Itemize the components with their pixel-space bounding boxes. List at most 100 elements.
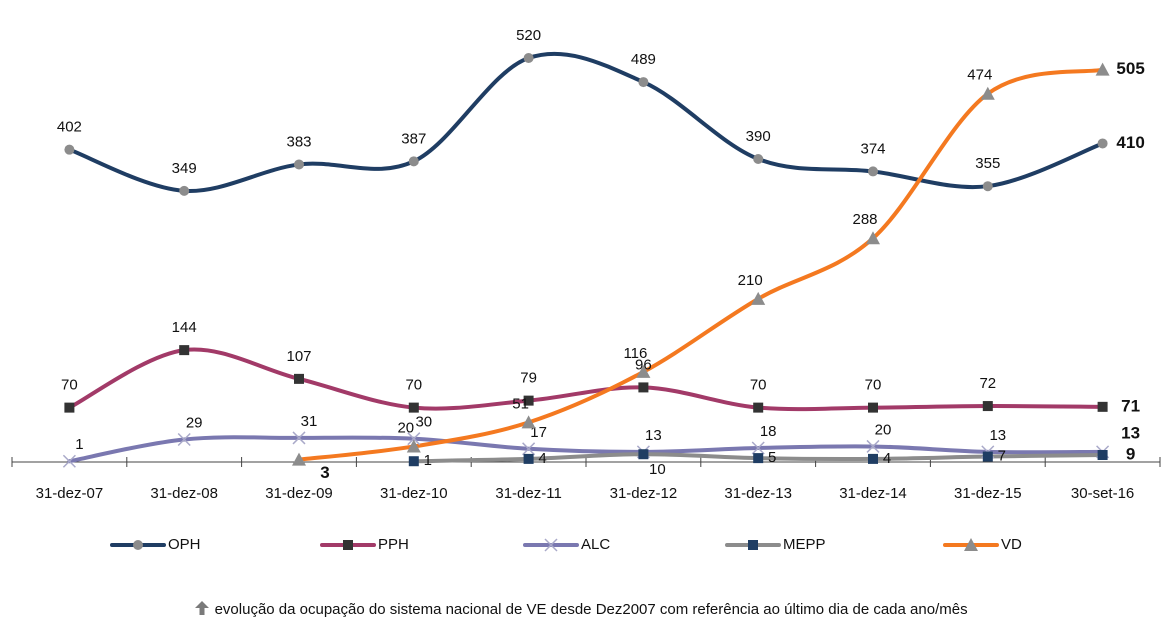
- data-point: [406, 439, 421, 453]
- data-label: 29: [186, 414, 203, 431]
- data-point: [980, 86, 995, 100]
- chart: 31-dez-07 31-dez-08 31-dez-09 31-dez-10 31-d…: [11, 27, 1161, 553]
- x-tick-label: 31-dez-14: [839, 485, 907, 502]
- legend-marker: [544, 538, 558, 552]
- data-label: 4: [538, 450, 546, 467]
- data-label: 5: [768, 449, 776, 466]
- data-point: [868, 166, 878, 177]
- caption-row: evolução da ocupação do sistema nacional…: [0, 600, 1162, 618]
- data-point: [408, 156, 419, 167]
- data-label: 288: [852, 211, 877, 228]
- series-line: [67, 51, 1105, 193]
- data-label: 3: [320, 463, 329, 482]
- data-label: 72: [979, 375, 996, 392]
- data-label: 520: [516, 27, 541, 44]
- data-label: 4: [883, 450, 891, 467]
- data-point: [523, 53, 534, 63]
- data-point: [751, 291, 766, 305]
- data-point: [982, 181, 993, 192]
- data-point: [866, 439, 880, 453]
- arrow-icon: [195, 601, 210, 615]
- data-label: 210: [738, 272, 763, 289]
- legend-label: PPH: [378, 536, 409, 553]
- data-label: 355: [975, 155, 1000, 172]
- data-point: [294, 373, 304, 384]
- data-label: 390: [746, 128, 771, 145]
- data-label: 10: [649, 461, 666, 478]
- data-point: [177, 432, 191, 446]
- data-point: [638, 382, 649, 393]
- data-point: [1097, 401, 1108, 412]
- data-label: 402: [57, 119, 82, 136]
- series-line: [297, 67, 1105, 462]
- data-point: [407, 432, 421, 446]
- data-point: [294, 159, 304, 170]
- data-point: [982, 401, 993, 412]
- data-label: 505: [1116, 59, 1144, 78]
- data-point: [523, 395, 534, 406]
- data-label: 13: [1121, 423, 1140, 442]
- data-point: [868, 453, 878, 464]
- data-label: 70: [750, 377, 767, 394]
- data-point: [1097, 138, 1108, 149]
- data-label: 30: [415, 414, 432, 431]
- data-point: [522, 442, 536, 456]
- legend-label: OPH: [168, 536, 201, 553]
- data-label: 1: [75, 436, 83, 453]
- data-point: [292, 431, 306, 445]
- data-label: 374: [860, 140, 885, 157]
- data-point: [753, 453, 764, 464]
- data-point: [866, 231, 880, 245]
- data-label: 9: [1126, 444, 1135, 463]
- data-label: 1: [424, 452, 432, 469]
- data-label: 51: [512, 395, 529, 412]
- x-tick-label: 31-dez-07: [36, 485, 104, 502]
- data-point: [179, 345, 190, 356]
- data-point: [751, 441, 765, 455]
- data-label: 383: [286, 133, 311, 150]
- data-point: [753, 402, 764, 413]
- data-label: 20: [875, 421, 892, 438]
- legend-marker: [133, 540, 143, 550]
- x-tick-label: 30-set-16: [1071, 485, 1134, 502]
- data-label: 349: [172, 160, 197, 177]
- data-label: 107: [286, 348, 311, 365]
- x-tick-label: 31-dez-15: [954, 485, 1022, 502]
- data-point: [753, 154, 764, 164]
- data-label: 13: [989, 427, 1006, 444]
- data-label: 70: [865, 377, 882, 394]
- data-label: 70: [61, 377, 78, 394]
- x-tick-label: 31-dez-12: [610, 485, 678, 502]
- data-point: [521, 415, 536, 429]
- series-line: [67, 435, 1105, 464]
- legend-marker: [343, 540, 353, 550]
- data-point: [638, 77, 649, 88]
- x-tick-label: 31-dez-10: [380, 485, 448, 502]
- data-point: [408, 456, 419, 467]
- data-label: 7: [998, 448, 1006, 465]
- caption: evolução da ocupação do sistema nacional…: [214, 601, 968, 618]
- data-label: 13: [645, 427, 662, 444]
- data-point: [638, 449, 649, 460]
- data-point: [408, 402, 419, 413]
- series-line: [67, 347, 1105, 412]
- x-tick-label: 31-dez-08: [150, 485, 218, 502]
- data-label: 71: [1121, 396, 1140, 415]
- data-label: 474: [967, 67, 992, 84]
- data-point: [64, 402, 75, 413]
- data-label: 144: [172, 319, 197, 336]
- data-label: 116: [623, 345, 647, 362]
- data-point: [636, 364, 651, 378]
- data-label: 79: [520, 370, 537, 387]
- legend-label: ALC: [581, 536, 610, 553]
- data-label: 489: [631, 51, 656, 68]
- x-tick-label: 31-dez-09: [265, 485, 333, 502]
- data-label: 387: [401, 130, 426, 147]
- data-point: [868, 402, 878, 413]
- data-point: [1097, 450, 1108, 461]
- data-point: [64, 144, 75, 155]
- legend-label: MEPP: [783, 536, 826, 553]
- legend-marker: [748, 540, 758, 550]
- data-point: [1095, 62, 1110, 76]
- data-point: [523, 453, 534, 464]
